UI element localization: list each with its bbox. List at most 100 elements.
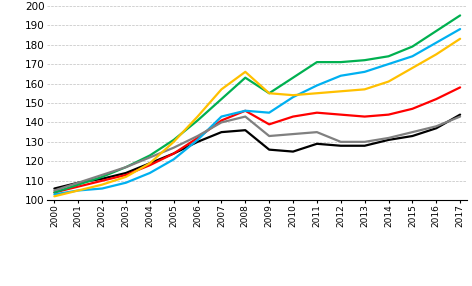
Szlovákia: [266, 92, 272, 95]
Szlovákia: [171, 138, 177, 142]
Magyarország: [123, 171, 129, 175]
Lengyelország: [171, 158, 177, 161]
Line: Szlovénia: Szlovénia: [54, 117, 460, 190]
Lengyelország: [433, 41, 439, 44]
Szlovénia: [243, 115, 248, 118]
Szlovákia: [457, 14, 463, 17]
Magyarország: [195, 140, 201, 144]
Szlovákia: [51, 191, 57, 194]
Lengyelország: [362, 70, 368, 74]
Szlovákia: [123, 165, 129, 169]
Magyarország: [290, 150, 296, 153]
Csehország: [290, 115, 296, 118]
Románia: [266, 92, 272, 95]
Magyarország: [433, 126, 439, 130]
Lengyelország: [219, 115, 224, 118]
Lengyelország: [410, 55, 415, 58]
Magyarország: [338, 144, 344, 148]
Szlovákia: [76, 183, 81, 186]
Lengyelország: [386, 62, 391, 66]
Csehország: [195, 136, 201, 140]
Románia: [123, 175, 129, 178]
Csehország: [362, 115, 368, 118]
Szlovénia: [266, 134, 272, 138]
Magyarország: [99, 177, 105, 180]
Románia: [171, 140, 177, 144]
Szlovénia: [147, 156, 152, 159]
Line: Magyarország: Magyarország: [54, 115, 460, 188]
Szlovákia: [433, 29, 439, 33]
Szlovénia: [195, 134, 201, 138]
Szlovénia: [433, 125, 439, 128]
Magyarország: [362, 144, 368, 148]
Szlovénia: [51, 189, 57, 192]
Szlovákia: [243, 76, 248, 80]
Csehország: [171, 152, 177, 155]
Csehország: [51, 191, 57, 194]
Csehország: [219, 119, 224, 122]
Románia: [147, 162, 152, 165]
Románia: [195, 115, 201, 118]
Szlovénia: [99, 173, 105, 177]
Románia: [290, 94, 296, 97]
Csehország: [123, 173, 129, 177]
Magyarország: [386, 138, 391, 142]
Románia: [410, 66, 415, 70]
Magyarország: [147, 162, 152, 165]
Csehország: [314, 111, 320, 114]
Lengyelország: [290, 96, 296, 99]
Szlovénia: [171, 146, 177, 149]
Románia: [338, 90, 344, 93]
Szlovénia: [219, 121, 224, 124]
Románia: [457, 37, 463, 41]
Lengyelország: [457, 27, 463, 31]
Magyarország: [410, 134, 415, 138]
Szlovákia: [147, 154, 152, 157]
Románia: [76, 189, 81, 192]
Szlovákia: [410, 45, 415, 48]
Csehország: [243, 109, 248, 112]
Románia: [386, 80, 391, 83]
Szlovákia: [99, 175, 105, 178]
Magyarország: [219, 130, 224, 134]
Magyarország: [51, 187, 57, 190]
Lengyelország: [51, 193, 57, 196]
Szlovénia: [290, 132, 296, 136]
Csehország: [147, 164, 152, 167]
Szlovénia: [314, 130, 320, 134]
Románia: [51, 194, 57, 198]
Szlovákia: [195, 119, 201, 122]
Szlovákia: [314, 60, 320, 64]
Románia: [362, 88, 368, 91]
Csehország: [266, 123, 272, 126]
Románia: [314, 92, 320, 95]
Line: Románia: Románia: [54, 39, 460, 196]
Lengyelország: [266, 111, 272, 114]
Szlovákia: [338, 60, 344, 64]
Szlovénia: [123, 165, 129, 169]
Lengyelország: [195, 138, 201, 142]
Románia: [99, 183, 105, 186]
Line: Szlovákia: Szlovákia: [54, 15, 460, 192]
Csehország: [410, 107, 415, 110]
Magyarország: [171, 152, 177, 155]
Lengyelország: [314, 84, 320, 87]
Csehország: [99, 179, 105, 182]
Line: Lengyelország: Lengyelország: [54, 29, 460, 194]
Lengyelország: [243, 109, 248, 112]
Magyarország: [314, 142, 320, 146]
Lengyelország: [123, 181, 129, 184]
Románia: [433, 53, 439, 56]
Csehország: [433, 97, 439, 101]
Lengyelország: [76, 189, 81, 192]
Csehország: [457, 86, 463, 89]
Lengyelország: [338, 74, 344, 78]
Szlovákia: [386, 55, 391, 58]
Szlovákia: [362, 58, 368, 62]
Magyarország: [266, 148, 272, 151]
Lengyelország: [147, 171, 152, 175]
Csehország: [338, 113, 344, 116]
Szlovénia: [76, 181, 81, 184]
Csehország: [76, 185, 81, 188]
Szlovákia: [219, 97, 224, 101]
